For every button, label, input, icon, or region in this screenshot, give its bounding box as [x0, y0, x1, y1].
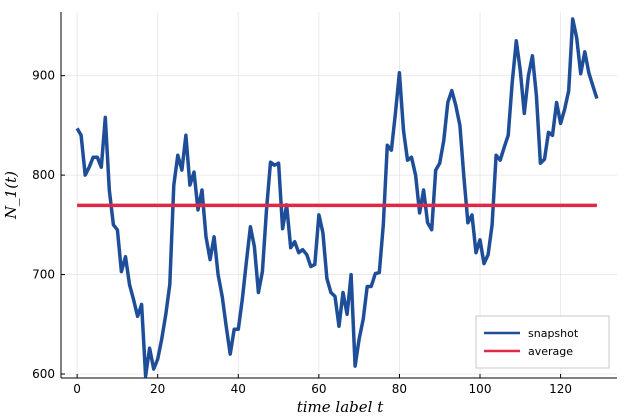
x-tick-label: 120: [549, 382, 572, 396]
axes: [60, 12, 617, 379]
grid: [61, 12, 617, 378]
legend: snapshot average: [475, 315, 610, 369]
y-tick-label: 600: [32, 367, 55, 381]
y-axis-title: N_1(t): [2, 171, 20, 220]
x-axis-title: time label t: [297, 398, 384, 416]
series-lines: [75, 17, 599, 378]
legend-label-snapshot: snapshot: [528, 327, 579, 340]
legend-box: [475, 315, 610, 369]
x-tick-label: 60: [311, 382, 326, 396]
y-tick-label: 800: [32, 168, 55, 182]
x-tick-label: 40: [231, 382, 246, 396]
x-tick-label: 0: [73, 382, 81, 396]
y-tick-label: 900: [32, 69, 55, 83]
y-tick-label: 700: [32, 268, 55, 282]
x-tick-label: 80: [392, 382, 407, 396]
x-axis-ticks: 0 20 40 60 80 100 120: [73, 374, 572, 396]
x-tick-label: 100: [469, 382, 492, 396]
legend-label-average: average: [528, 345, 573, 358]
y-axis-ticks: 600 700 800 900: [32, 69, 65, 381]
series-line-snapshot: [75, 17, 599, 378]
x-tick-label: 20: [150, 382, 165, 396]
